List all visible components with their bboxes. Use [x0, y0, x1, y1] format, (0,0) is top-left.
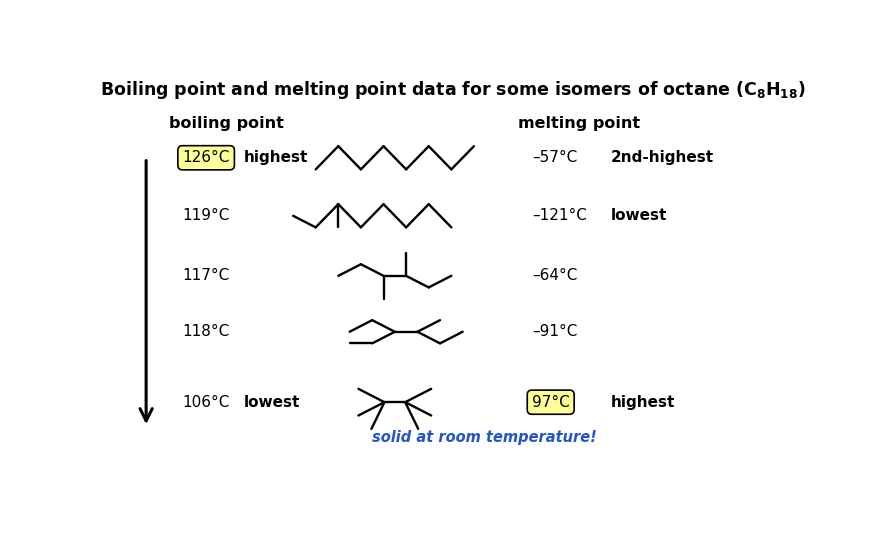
Text: boiling point: boiling point: [169, 116, 284, 131]
Text: –57°C: –57°C: [532, 150, 577, 165]
Text: –64°C: –64°C: [532, 268, 577, 284]
Text: –121°C: –121°C: [532, 208, 587, 223]
Text: Boiling point and melting point data for some isomers of octane ($\mathbf{C_8H_{: Boiling point and melting point data for…: [100, 79, 806, 101]
Text: –91°C: –91°C: [532, 324, 577, 339]
Text: lowest: lowest: [611, 208, 667, 223]
Text: 97°C: 97°C: [532, 395, 569, 409]
Text: 119°C: 119°C: [182, 208, 230, 223]
Text: 118°C: 118°C: [182, 324, 230, 339]
Text: highest: highest: [244, 150, 309, 165]
Text: lowest: lowest: [244, 395, 301, 409]
Text: melting point: melting point: [518, 116, 640, 131]
Text: solid at room temperature!: solid at room temperature!: [371, 430, 596, 445]
Text: 117°C: 117°C: [182, 268, 230, 284]
Text: 2nd-highest: 2nd-highest: [611, 150, 713, 165]
Text: 126°C: 126°C: [182, 150, 230, 165]
Text: 106°C: 106°C: [182, 395, 230, 409]
Text: highest: highest: [611, 395, 675, 409]
